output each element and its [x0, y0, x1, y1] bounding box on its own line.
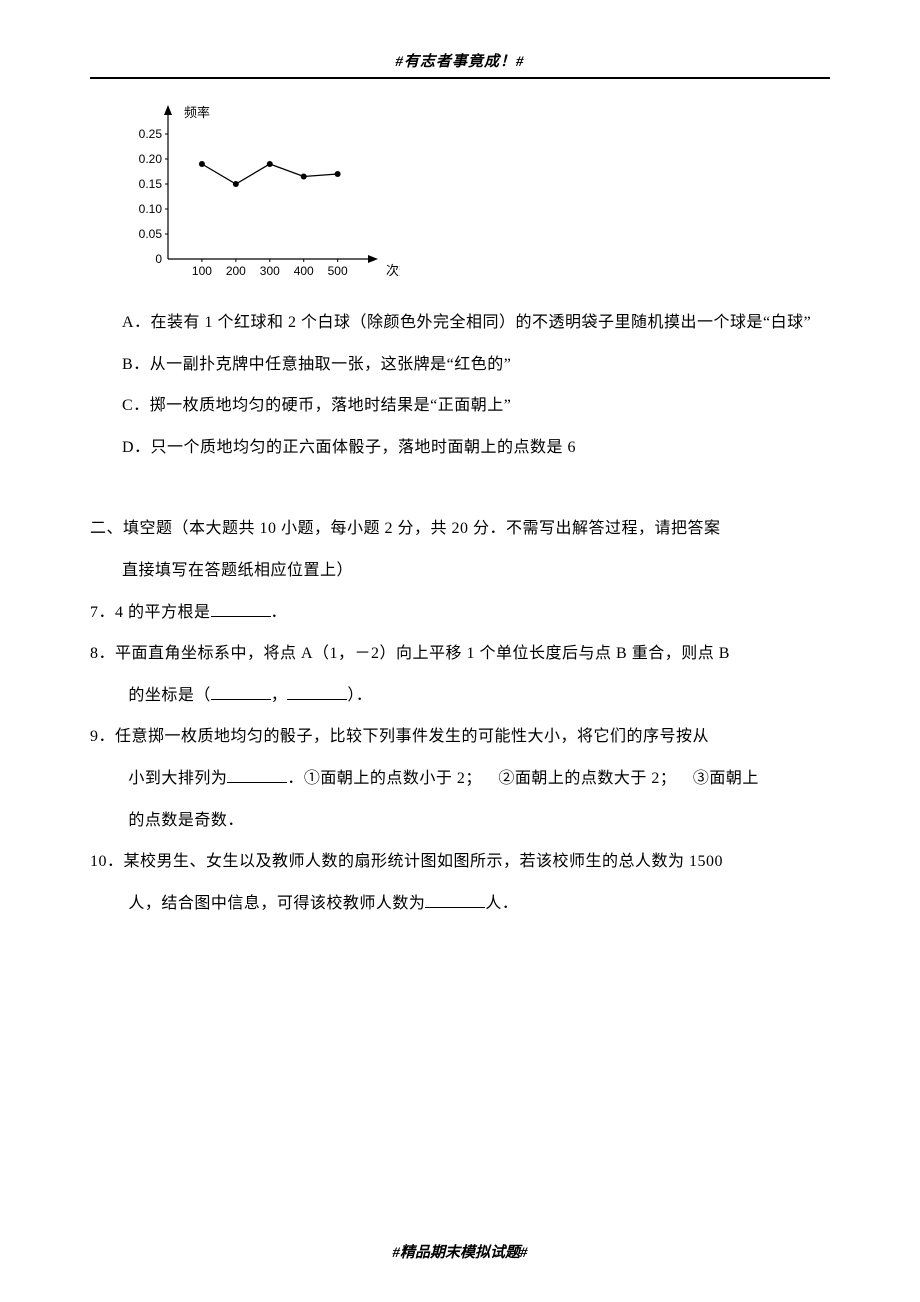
svg-text:0.15: 0.15 — [139, 177, 163, 191]
svg-text:0.05: 0.05 — [139, 227, 163, 241]
q9-l3: 的点数是奇数． — [128, 812, 244, 829]
q8-blank-1[interactable] — [211, 684, 271, 699]
q7-blank[interactable] — [211, 601, 271, 616]
option-a: A．在装有 1 个红球和 2 个白球（除颜色外完全相同）的不透明袋子里随机摸出一… — [90, 302, 830, 344]
svg-text:0.25: 0.25 — [139, 127, 163, 141]
q9-l2-suffix: ．①面朝上的点数小于 2； ②面朝上的点数大于 2； ③面朝上 — [287, 770, 759, 787]
option-b: B．从一副扑克牌中任意抽取一张，这张牌是“红色的” — [90, 344, 830, 386]
question-9-line2: 小到大排列为 ．①面朝上的点数小于 2； ②面朝上的点数大于 2； ③面朝上 — [90, 758, 830, 800]
page-header: #有志者事竟成！# — [90, 50, 830, 79]
q8-l2-prefix: 的坐标是（ — [128, 687, 211, 704]
question-9-line3: 的点数是奇数． — [90, 800, 830, 842]
q10-l2-suffix: 人． — [485, 895, 518, 912]
svg-text:500: 500 — [328, 264, 348, 278]
q8-l2-mid: ， — [271, 687, 288, 704]
section-2-title-line1: 二、填空题（本大题共 10 小题，每小题 2 分，共 20 分．不需写出解答过程… — [90, 508, 830, 550]
option-c: C．掷一枚质地均匀的硬币，落地时结果是“正面朝上” — [90, 385, 830, 427]
question-8-line1: 8．平面直角坐标系中，将点 A（1，－2）向上平移 1 个单位长度后与点 B 重… — [90, 633, 830, 675]
svg-text:0.20: 0.20 — [139, 152, 163, 166]
option-d: D．只一个质地均匀的正六面体骰子，落地时面朝上的点数是 6 — [90, 427, 830, 469]
svg-text:300: 300 — [260, 264, 280, 278]
svg-text:0.10: 0.10 — [139, 202, 163, 216]
q9-blank[interactable] — [227, 768, 287, 783]
q10-l1: 10．某校男生、女生以及教师人数的扇形统计图如图所示，若该校师生的总人数为 15… — [90, 853, 723, 870]
section-2-title-line2: 直接填写在答题纸相应位置上） — [122, 550, 830, 592]
q10-l2-prefix: 人，结合图中信息，可得该校教师人数为 — [128, 895, 425, 912]
q8-blank-2[interactable] — [287, 684, 347, 699]
page-footer: #精品期末模拟试题# — [0, 1241, 920, 1262]
svg-text:0: 0 — [155, 252, 162, 266]
question-7: 7．4 的平方根是 ． — [90, 592, 830, 634]
svg-text:200: 200 — [226, 264, 246, 278]
q8-line1: 8．平面直角坐标系中，将点 A（1，－2）向上平移 1 个单位长度后与点 B 重… — [90, 645, 730, 662]
question-10-line2: 人，结合图中信息，可得该校教师人数为 人． — [90, 883, 830, 925]
q7-prefix: 7．4 的平方根是 — [90, 604, 211, 621]
svg-text:频率: 频率 — [184, 105, 210, 120]
frequency-line-chart: 0 0.05 0.10 0.15 0.20 0.25 100 200 300 400 500 频率次数 — [120, 99, 400, 284]
frequency-chart-container: 0 0.05 0.10 0.15 0.20 0.25 100 200 300 400 500 频率次数 — [120, 99, 830, 284]
q8-l2-suffix: ）． — [347, 687, 372, 704]
svg-text:次数: 次数 — [386, 263, 400, 278]
question-9-line1: 9．任意掷一枚质地均匀的骰子，比较下列事件发生的可能性大小，将它们的序号按从 — [90, 716, 830, 758]
q9-l2-prefix: 小到大排列为 — [128, 770, 227, 787]
svg-text:400: 400 — [294, 264, 314, 278]
q10-blank[interactable] — [425, 892, 485, 907]
question-10-line1: 10．某校男生、女生以及教师人数的扇形统计图如图所示，若该校师生的总人数为 15… — [90, 841, 830, 883]
document-page: #有志者事竟成！# 0 0.05 0.10 0.15 0.20 0.25 100 200 300… — [0, 0, 920, 1302]
q9-l1: 9．任意掷一枚质地均匀的骰子，比较下列事件发生的可能性大小，将它们的序号按从 — [90, 728, 709, 745]
question-8-line2: 的坐标是（ ， ）． — [90, 675, 830, 717]
svg-text:100: 100 — [192, 264, 212, 278]
q7-suffix: ． — [271, 604, 288, 621]
